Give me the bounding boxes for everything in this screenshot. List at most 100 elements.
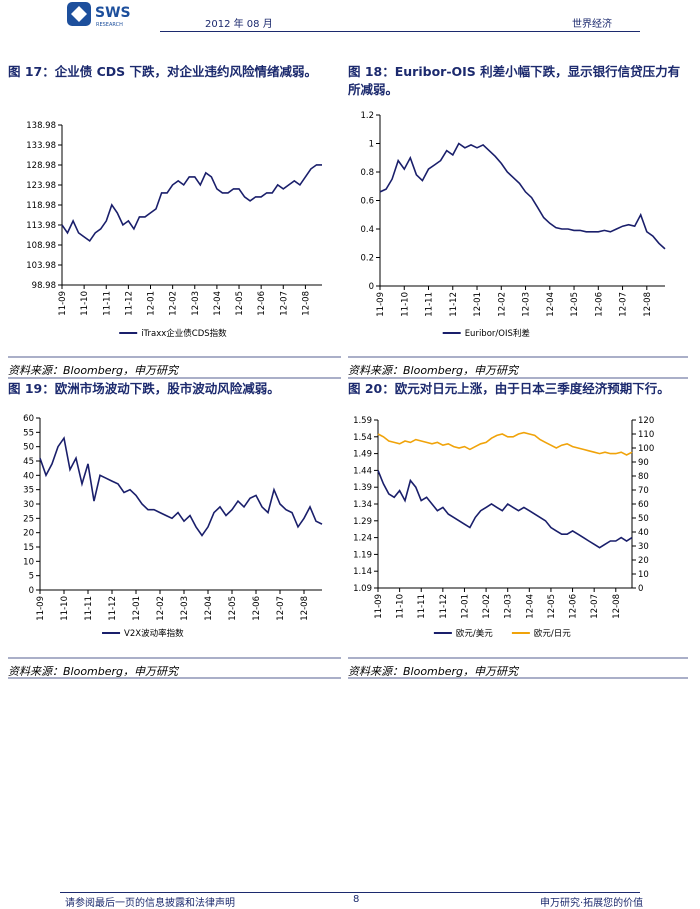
y2-tick-label: 10: [638, 570, 649, 580]
legend-label: 欧元/日元: [534, 628, 571, 639]
footer-disclaimer: 请参阅最后一页的信息披露和法律声明: [65, 898, 235, 909]
x-tick-label: 11-09: [36, 596, 46, 621]
x-tick-label: 11-11: [84, 596, 94, 621]
x-tick-label: 12-08: [301, 291, 311, 316]
y-tick-label: 133.98: [26, 141, 56, 151]
series-line: [379, 142, 666, 250]
y-tick-label: 10: [23, 557, 34, 567]
x-tick-label: 12-08: [643, 292, 653, 317]
y2-tick-label: 50: [638, 514, 649, 524]
figure-title: 图 19：欧洲市场波动下跌，股市波动风险减弱。: [8, 381, 280, 396]
x-tick-label: 12-06: [594, 292, 604, 317]
source: 资料来源：Bloomberg，申万研究: [8, 364, 179, 377]
y-tick-label: 15: [23, 543, 34, 553]
legend-label: 欧元/美元: [456, 628, 493, 639]
y-tick-label: 35: [23, 486, 34, 496]
series-line: [61, 164, 322, 243]
x-tick-label: 12-02: [156, 596, 166, 621]
x-tick-label: 12-01: [473, 292, 483, 317]
x-tick-label: 11-09: [376, 292, 386, 317]
x-tick-label: 12-05: [570, 292, 580, 317]
x-tick-label: 11-12: [108, 596, 118, 621]
y-tick-label: 0.4: [360, 225, 374, 235]
x-tick-label: 11-10: [396, 594, 406, 619]
x-tick-label: 12-03: [522, 292, 532, 317]
y-tick-label: 0.2: [360, 254, 374, 264]
legend-label: iTraxx企业债CDS指数: [141, 328, 227, 339]
x-tick-label: 12-04: [525, 594, 535, 619]
series-line: [39, 436, 323, 537]
y-tick-label: 118.98: [26, 201, 56, 211]
y-tick-label: 0.8: [360, 168, 374, 178]
x-tick-label: 11-11: [102, 291, 112, 316]
y-tick-label: 113.98: [26, 221, 56, 231]
x-tick-label: 11-10: [80, 291, 90, 316]
y-tick-label: 1.29: [353, 517, 372, 527]
x-tick-label: 11-11: [425, 292, 435, 317]
footer-rule: [60, 892, 640, 893]
figure-title: 图 17：企业债 CDS 下跌，对企业违约风险情绪减弱。: [8, 64, 318, 79]
y-tick-label: 55: [23, 428, 34, 438]
x-tick-label: 12-06: [569, 594, 579, 619]
x-tick-label: 12-05: [235, 291, 245, 316]
x-tick-label: 11-09: [374, 594, 384, 619]
x-tick-label: 12-01: [147, 291, 157, 316]
x-tick-label: 12-02: [169, 291, 179, 316]
x-tick-label: 11-10: [60, 596, 70, 621]
source: 资料来源：Bloomberg，申万研究: [8, 665, 179, 678]
y-tick-label: 1.24: [353, 534, 372, 544]
series-line: [377, 470, 633, 549]
y-tick-label: 138.98: [26, 121, 56, 131]
header-date: 2012 年 08 月: [205, 19, 273, 30]
y-tick-label: 98.98: [32, 281, 56, 291]
y2-tick-label: 60: [638, 500, 649, 510]
y-tick-label: 45: [23, 457, 34, 467]
x-tick-label: 12-04: [546, 292, 556, 317]
x-tick-label: 11-09: [58, 291, 68, 316]
y-tick-label: 5: [29, 572, 34, 582]
footer-slogan: 申万研究·拓展您的价值: [540, 898, 644, 909]
x-tick-label: 12-04: [204, 596, 214, 621]
legend-label: V2X波动率指数: [124, 628, 184, 639]
x-tick-label: 12-06: [257, 291, 267, 316]
x-tick-label: 12-07: [619, 292, 629, 317]
x-tick-label: 12-05: [547, 594, 557, 619]
source: 资料来源：Bloomberg，申万研究: [348, 665, 519, 678]
x-tick-label: 12-07: [276, 596, 286, 621]
x-tick-label: 12-01: [132, 596, 142, 621]
logo-sub: RESEARCH: [96, 22, 123, 28]
y2-tick-label: 40: [638, 528, 649, 538]
y-tick-label: 1.2: [360, 111, 374, 121]
y2-tick-label: 0: [638, 584, 643, 594]
x-tick-label: 12-08: [612, 594, 622, 619]
x-tick-label: 12-06: [252, 596, 262, 621]
x-tick-label: 12-02: [482, 594, 492, 619]
y2-tick-label: 100: [638, 444, 654, 454]
y-tick-label: 20: [23, 529, 34, 539]
logo: SWS RESEARCH: [67, 2, 131, 28]
y-tick-label: 108.98: [26, 241, 56, 251]
y-tick-label: 103.98: [26, 261, 56, 271]
y-tick-label: 1.14: [353, 567, 372, 577]
y2-tick-label: 70: [638, 486, 649, 496]
x-tick-label: 12-01: [460, 594, 470, 619]
y-tick-label: 0: [29, 586, 34, 596]
y2-tick-label: 110: [638, 430, 654, 440]
y-tick-label: 1.59: [353, 416, 372, 426]
x-tick-label: 11-12: [439, 594, 449, 619]
y2-tick-label: 80: [638, 472, 649, 482]
x-tick-label: 12-03: [191, 291, 201, 316]
y2-tick-label: 20: [638, 556, 649, 566]
y2-tick-label: 90: [638, 458, 649, 468]
logo-diamond: [71, 6, 87, 22]
y-tick-label: 25: [23, 514, 34, 524]
figure-title: 图 18：Euribor-OIS 利差小幅下跌，显示银行信贷压力有所减弱。: [348, 64, 681, 97]
y-tick-label: 1: [369, 140, 374, 150]
header-section: 世界经济: [572, 19, 612, 30]
y-tick-label: 123.98: [26, 181, 56, 191]
y2-tick-label: 120: [638, 416, 654, 426]
y-tick-label: 0: [369, 282, 374, 292]
x-tick-label: 12-03: [180, 596, 190, 621]
y-tick-label: 1.34: [353, 500, 372, 510]
x-tick-label: 12-05: [228, 596, 238, 621]
